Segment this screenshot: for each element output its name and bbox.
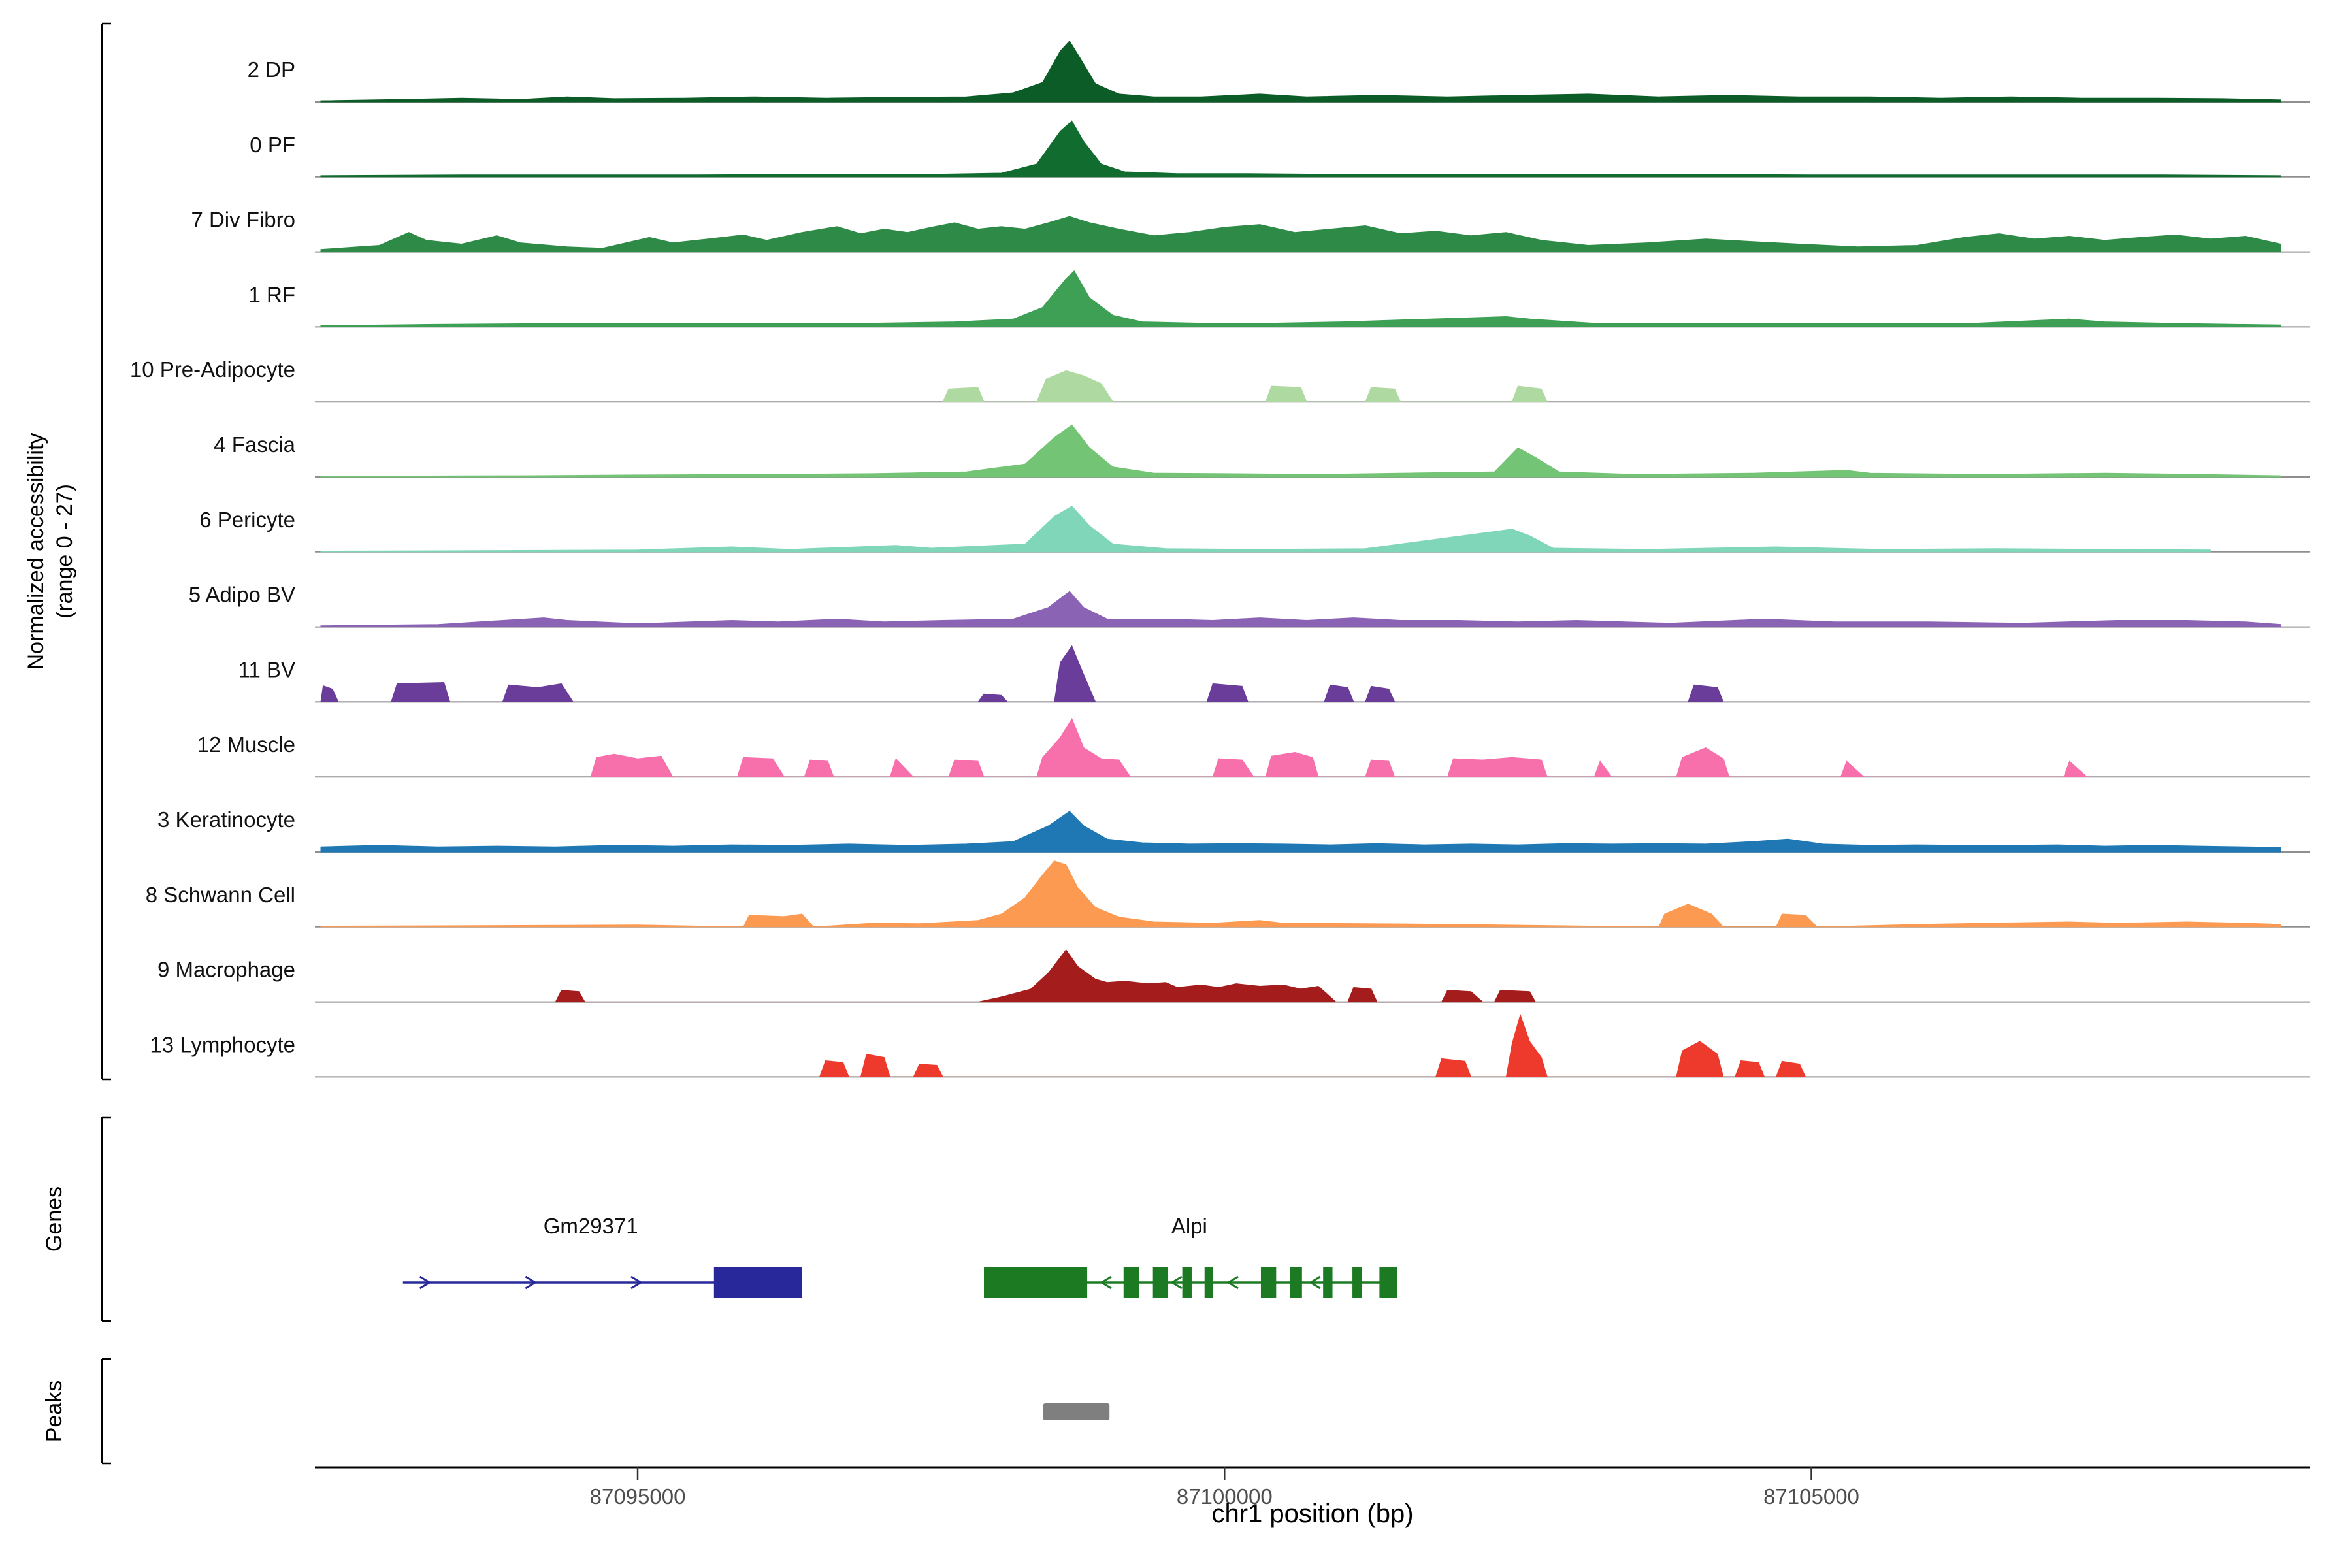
gene-strand-arrow-icon [1169,1275,1183,1290]
track-signal [320,860,2281,928]
gene-exon [1182,1267,1192,1298]
peaks-track-label: Peaks [42,1380,67,1443]
gene-strand-arrow-icon [1308,1275,1321,1290]
track-signal [320,645,1724,702]
track-signal [320,216,2281,253]
gene-exon [1379,1267,1397,1298]
track-label: 6 Pericyte [199,508,295,532]
track-signal [320,40,2281,103]
gene-exon [1352,1267,1362,1298]
gene-exon [1152,1267,1169,1298]
track-signal [819,1013,1806,1077]
x-axis-title: chr1 position (bp) [1211,1499,1414,1528]
gene-exon [1260,1267,1277,1298]
gene-exon [983,1267,1088,1298]
gene-strand-arrow-icon [1226,1275,1239,1290]
track-label: 8 Schwann Cell [146,883,295,907]
gene-strand-arrow-icon [419,1275,432,1290]
track-signal [320,120,2281,178]
gene-exon [1323,1267,1333,1298]
track-signal [320,424,2281,478]
gene-strand-arrow-icon [630,1275,643,1290]
track-label: 7 Div Fibro [191,208,295,232]
y-axis-label: Normalized accessibility (range 0 - 27) [22,257,80,845]
track-label: 5 Adipo BV [189,583,295,607]
y-axis-label-line1: Normalized accessibility [24,433,48,670]
track-label: 10 Pre-Adipocyte [130,357,295,382]
y-axis-label-line2: (range 0 - 27) [52,484,77,619]
gene-exon [713,1267,802,1298]
track-signal [555,949,1537,1003]
gene-name-label: Gm29371 [544,1214,638,1238]
genes-track-label: Genes [42,1186,67,1252]
track-label: 4 Fascia [214,433,295,457]
gene-strand-arrow-icon [525,1275,538,1290]
track-label: 3 Keratinocyte [157,808,295,832]
gene-exon [1204,1267,1213,1298]
track-label: 13 Lymphocyte [150,1032,295,1056]
track-signal [320,591,2281,628]
gene-name-label: Alpi [1171,1214,1207,1238]
track-signal [320,811,2281,853]
gene-exon [1123,1267,1139,1298]
track-signal [320,506,2211,553]
x-axis-tick-label: 87105000 [1763,1484,1859,1509]
track-label: 1 RF [248,282,295,306]
track-label: 12 Muscle [197,732,295,757]
track-label: 0 PF [250,133,295,157]
track-label: 9 Macrophage [157,958,295,982]
x-axis-tick-label: 87100000 [1177,1484,1273,1509]
peak-bar [1043,1403,1110,1420]
gene-exon [1290,1267,1302,1298]
track-signal [320,270,2281,327]
track-signal [942,370,1548,402]
track-signal [590,717,2089,777]
gene-strand-arrow-icon [1100,1275,1112,1290]
track-label: 11 BV [238,657,295,681]
track-label: 2 DP [248,57,295,82]
x-axis-tick-label: 87095000 [590,1484,686,1509]
